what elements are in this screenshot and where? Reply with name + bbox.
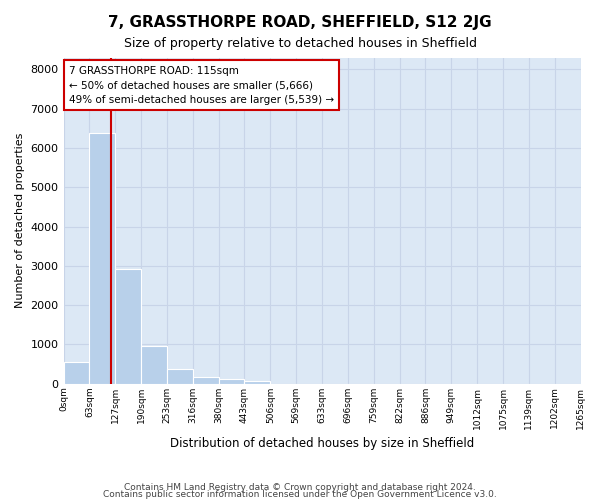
Bar	[167, 369, 193, 384]
Text: 7 GRASSTHORPE ROAD: 115sqm
← 50% of detached houses are smaller (5,666)
49% of s: 7 GRASSTHORPE ROAD: 115sqm ← 50% of deta…	[69, 66, 334, 106]
Bar	[244, 380, 271, 384]
Text: Contains public sector information licensed under the Open Government Licence v3: Contains public sector information licen…	[103, 490, 497, 499]
Y-axis label: Number of detached properties: Number of detached properties	[15, 133, 25, 308]
Text: 7, GRASSTHORPE ROAD, SHEFFIELD, S12 2JG: 7, GRASSTHORPE ROAD, SHEFFIELD, S12 2JG	[108, 15, 492, 30]
Bar	[64, 362, 89, 384]
X-axis label: Distribution of detached houses by size in Sheffield: Distribution of detached houses by size …	[170, 437, 474, 450]
Bar	[193, 376, 218, 384]
Bar	[141, 346, 167, 384]
Bar	[115, 268, 141, 384]
Bar	[89, 133, 115, 384]
Bar	[218, 380, 244, 384]
Text: Contains HM Land Registry data © Crown copyright and database right 2024.: Contains HM Land Registry data © Crown c…	[124, 484, 476, 492]
Text: Size of property relative to detached houses in Sheffield: Size of property relative to detached ho…	[124, 38, 476, 51]
